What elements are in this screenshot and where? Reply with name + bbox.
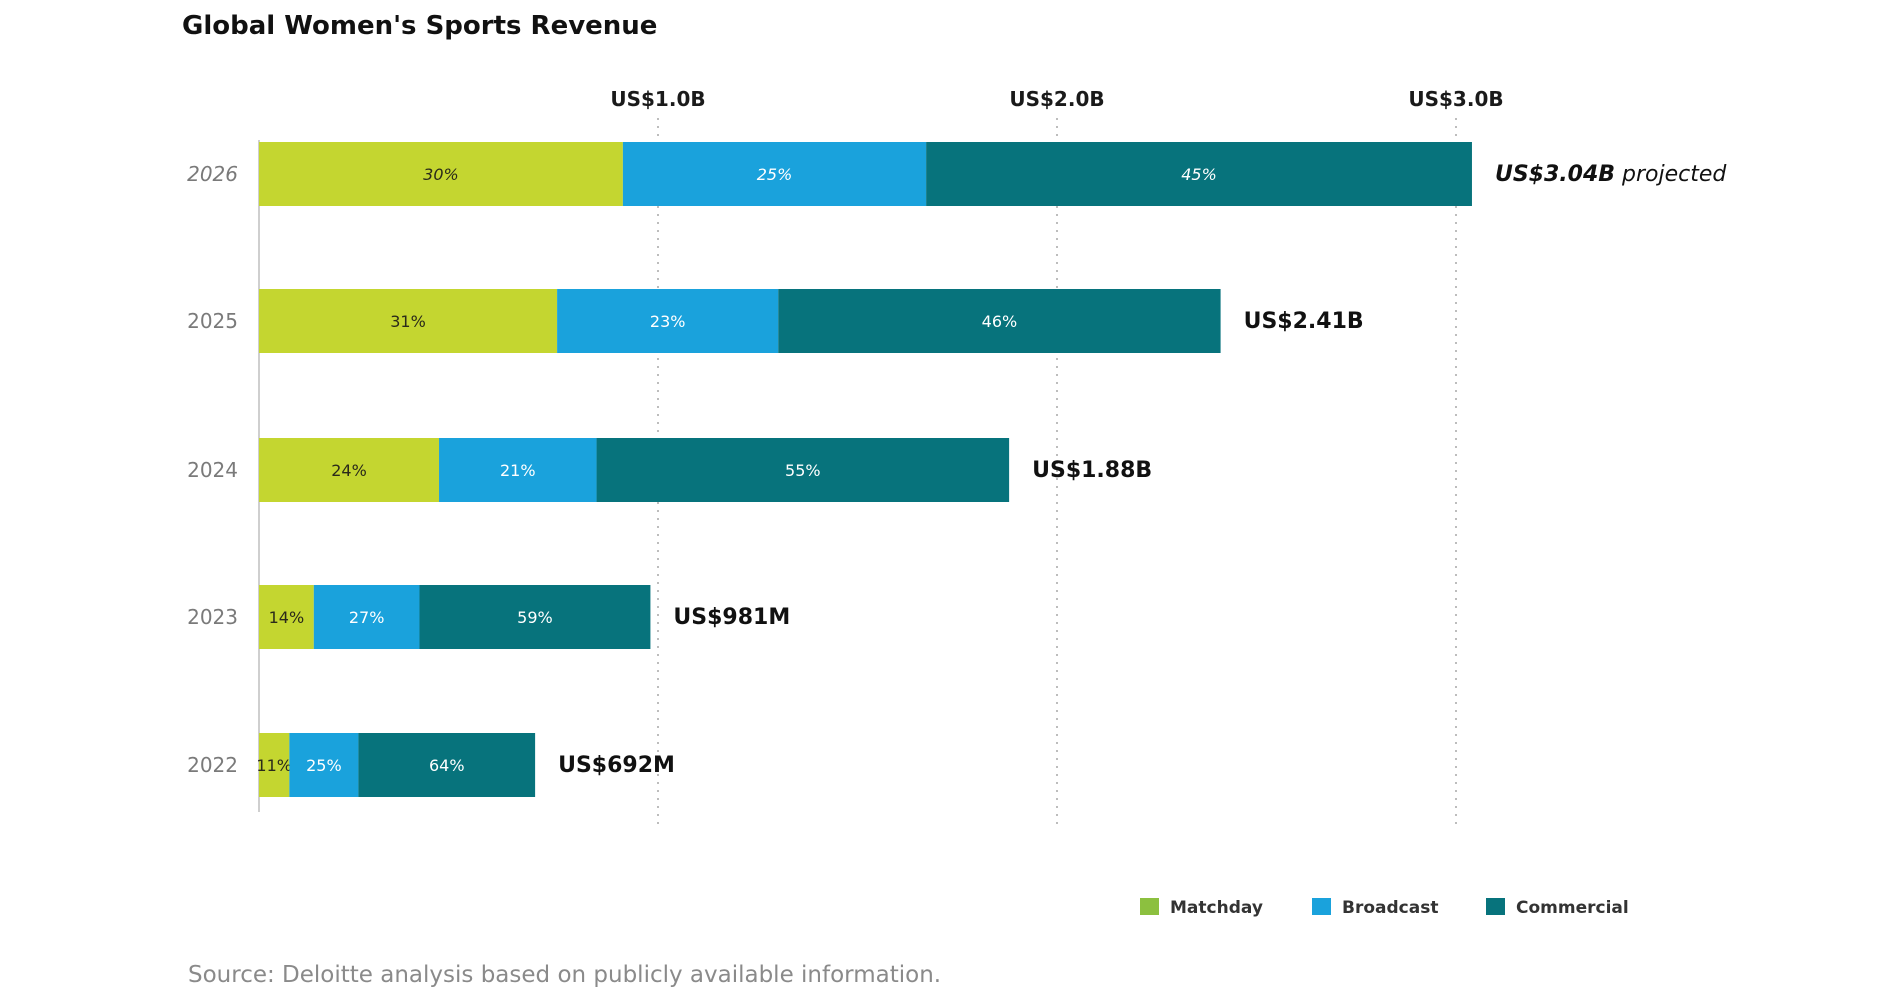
segment-percent-label: 11% <box>256 756 292 775</box>
bar-segment-commercial <box>596 438 1010 502</box>
gridlines <box>657 118 1457 830</box>
total-value-label: US$1.88B <box>1032 458 1152 483</box>
bar-segment-commercial <box>926 142 1472 206</box>
legend-label: Matchday <box>1170 898 1263 918</box>
segment-percent-label: 24% <box>331 461 367 480</box>
x-tick-label: US$2.0B <box>1009 87 1104 111</box>
segment-percent-label: 25% <box>757 165 793 184</box>
legend: Matchday Broadcast Commercial <box>1140 898 1629 918</box>
bar-segment-commercial <box>358 733 536 797</box>
source-note: Source: Deloitte analysis based on publi… <box>188 962 941 988</box>
segment-percent-label: 46% <box>982 312 1018 331</box>
legend-item-matchday: Matchday <box>1140 898 1263 918</box>
segment-percent-label: 45% <box>1181 165 1217 184</box>
x-tick-label: US$1.0B <box>610 87 705 111</box>
x-axis-ticks: US$1.0B US$2.0B US$3.0B <box>610 87 1503 111</box>
bar-row-2026: 2026 30% 25% 45% US$3.04B projected <box>187 142 1727 206</box>
total-value-label: US$692M <box>558 753 675 778</box>
bar-segment-matchday <box>259 289 558 353</box>
bar-segment-broadcast <box>313 585 420 649</box>
segment-percent-label: 23% <box>650 312 686 331</box>
total-value-label: US$2.41B <box>1244 309 1364 334</box>
x-tick-label: US$3.0B <box>1408 87 1503 111</box>
total-value-label: US$3.04B projected <box>1495 162 1727 187</box>
legend-label: Broadcast <box>1342 898 1438 918</box>
segment-percent-label: 21% <box>500 461 536 480</box>
bar-segment-broadcast <box>439 438 597 502</box>
bar-row-2022: 2022 11% 25% 64% US$692M <box>187 733 675 797</box>
legend-item-commercial: Commercial <box>1486 898 1629 918</box>
segment-percent-label: 30% <box>423 165 459 184</box>
bar-row-2023: 2023 14% 27% 59% US$981M <box>187 585 790 649</box>
segment-percent-label: 55% <box>785 461 821 480</box>
bar-segment-broadcast <box>557 289 779 353</box>
legend-swatch <box>1140 898 1159 915</box>
year-label: 2022 <box>187 753 238 777</box>
segment-percent-label: 27% <box>349 608 385 627</box>
bar-row-2024: 2024 24% 21% 55% US$1.88B <box>187 438 1152 502</box>
legend-swatch <box>1486 898 1505 915</box>
year-label: 2026 <box>187 162 238 186</box>
total-value-label: US$981M <box>673 605 790 630</box>
bars: 2026 30% 25% 45% US$3.04B projected 2025 31% 23… <box>187 142 1727 797</box>
segment-percent-label: 64% <box>429 756 465 775</box>
legend-label: Commercial <box>1516 898 1629 918</box>
bar-segment-matchday <box>259 585 314 649</box>
legend-swatch <box>1312 898 1331 915</box>
chart-title: Global Women's Sports Revenue <box>182 11 657 41</box>
segment-percent-label: 59% <box>517 608 553 627</box>
bar-segment-commercial <box>778 289 1221 353</box>
year-label: 2023 <box>187 605 238 629</box>
year-label: 2024 <box>187 458 238 482</box>
segment-percent-label: 31% <box>390 312 426 331</box>
year-label: 2025 <box>187 309 238 333</box>
bar-segment-commercial <box>419 585 651 649</box>
bar-row-2025: 2025 31% 23% 46% US$2.41B <box>187 289 1364 353</box>
bar-segment-matchday <box>259 733 290 797</box>
bar-segment-broadcast <box>289 733 359 797</box>
bar-segment-matchday <box>259 438 440 502</box>
segment-percent-label: 25% <box>306 756 342 775</box>
bar-segment-matchday <box>259 142 623 206</box>
segment-percent-label: 14% <box>269 608 305 627</box>
bar-segment-broadcast <box>622 142 927 206</box>
legend-item-broadcast: Broadcast <box>1312 898 1438 918</box>
